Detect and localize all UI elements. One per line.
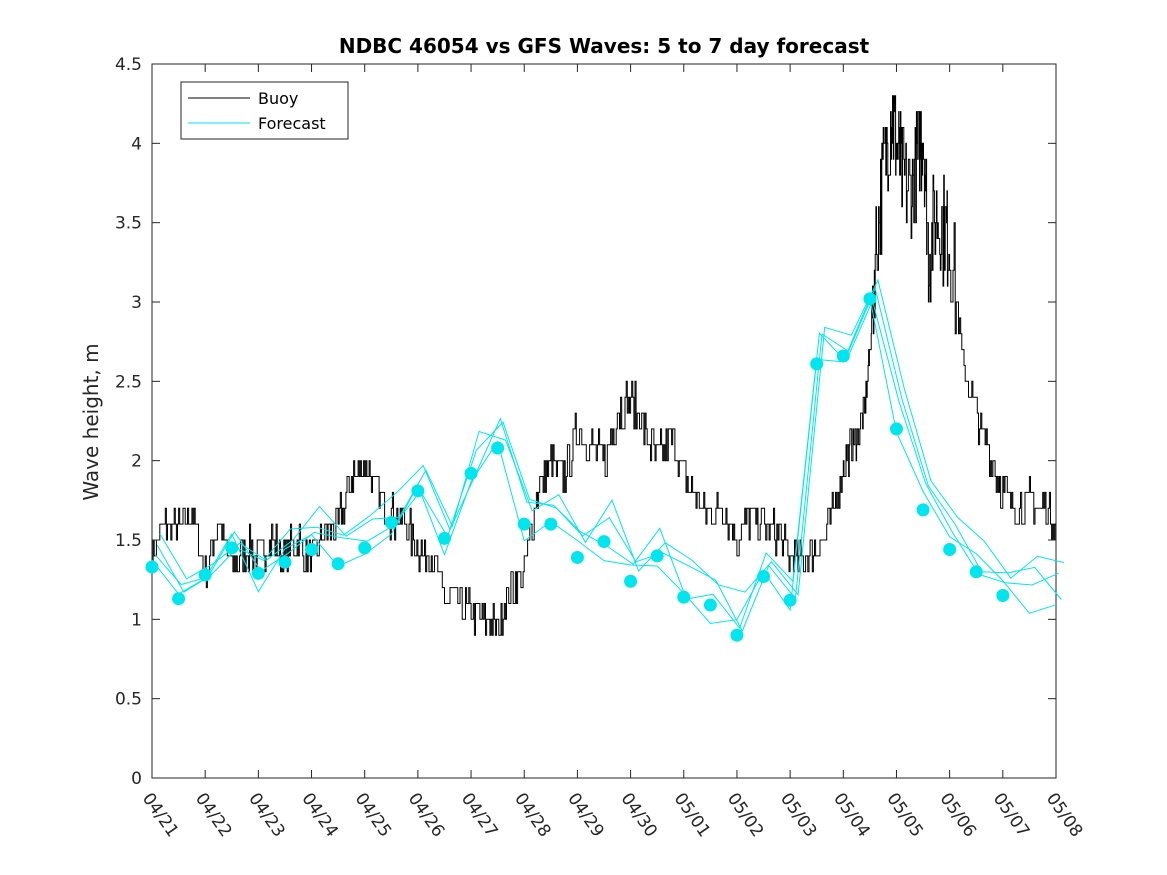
forecast-marker (650, 549, 664, 563)
forecast-marker (411, 484, 425, 498)
y-tick-label: 0.5 (115, 690, 142, 710)
forecast-marker (570, 550, 584, 564)
y-tick-label: 1 (131, 610, 142, 630)
x-tick-label: 05/07 (989, 789, 1033, 841)
forecast-marker (172, 592, 186, 606)
legend-forecast-label: Forecast (258, 114, 326, 133)
forecast-marker (810, 357, 824, 371)
forecast-marker (943, 543, 957, 557)
x-tick-label: 05/06 (936, 789, 980, 841)
x-tick-label: 04/28 (510, 789, 554, 841)
x-tick-label: 05/02 (723, 789, 767, 841)
forecast-marker (624, 574, 638, 588)
buoy-series-line (152, 95, 1056, 636)
forecast-marker (384, 516, 398, 530)
y-axis-label: Wave height, m (79, 343, 103, 500)
forecast-marker (305, 543, 319, 557)
forecast-marker (863, 292, 877, 306)
y-tick-label: 2.5 (115, 372, 142, 392)
x-tick-label: 04/25 (351, 789, 395, 841)
forecast-marker (677, 590, 691, 604)
legend-box (180, 81, 349, 140)
forecast-series-line (151, 296, 1057, 625)
x-tick-label: 04/27 (457, 789, 501, 841)
forecast-marker (331, 557, 345, 571)
forecast-marker (517, 517, 531, 531)
forecast-marker (491, 441, 505, 455)
y-axis: 0 0.5 1 1.5 2 2.5 3 3.5 4 4.5 (115, 55, 1056, 789)
forecast-marker (278, 555, 292, 569)
chart-title: NDBC 46054 vs GFS Waves: 5 to 7 day fore… (339, 34, 870, 58)
forecast-marker (225, 541, 239, 555)
forecast-marker (198, 568, 212, 582)
plot-lines (145, 95, 1065, 642)
forecast-marker (757, 569, 771, 583)
forecast-marker (145, 560, 159, 574)
forecast-marker (996, 589, 1010, 603)
forecast-marker (836, 349, 850, 363)
x-tick-label: 04/21 (138, 789, 182, 841)
x-tick-label: 04/23 (244, 789, 288, 841)
forecast-marker (358, 541, 372, 555)
y-tick-label: 3.5 (115, 214, 142, 234)
x-tick-label: 05/04 (829, 789, 873, 841)
forecast-series-line (156, 286, 1062, 633)
x-tick-label: 04/30 (616, 789, 660, 841)
x-tick-label: 05/05 (882, 789, 926, 841)
y-tick-label: 4 (131, 134, 142, 154)
forecast-marker (969, 565, 983, 579)
x-tick-label: 04/26 (404, 789, 448, 841)
y-tick-label: 4.5 (115, 55, 142, 75)
forecast-marker (889, 422, 903, 436)
forecast-marker (437, 531, 451, 545)
legend-buoy-label: Buoy (258, 89, 298, 108)
y-tick-label: 3 (131, 293, 142, 313)
x-tick-label: 04/29 (563, 789, 607, 841)
x-tick-label: 04/24 (297, 789, 341, 841)
y-tick-label: 2 (131, 452, 142, 472)
y-tick-label: 0 (131, 769, 142, 789)
forecast-marker (544, 517, 558, 531)
forecast-marker (597, 535, 611, 549)
forecast-series-line (159, 278, 1065, 596)
forecast-marker (783, 593, 797, 607)
forecast-marker (464, 466, 478, 480)
x-tick-label: 05/08 (1042, 789, 1086, 841)
y-tick-label: 1.5 (115, 531, 142, 551)
forecast-marker (251, 566, 265, 580)
forecast-marker (916, 503, 930, 517)
x-tick-label: 05/01 (670, 789, 714, 841)
x-tick-label: 04/22 (191, 789, 235, 841)
x-tick-label: 05/03 (776, 789, 820, 841)
forecast-marker (730, 628, 744, 642)
legend: Buoy Forecast (180, 81, 349, 140)
forecast-marker (703, 598, 717, 612)
